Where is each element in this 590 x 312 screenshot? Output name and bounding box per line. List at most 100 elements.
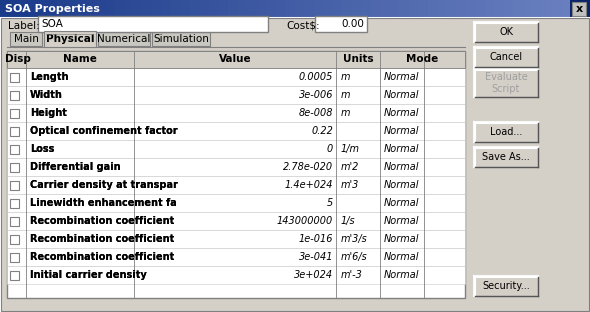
Text: 0.0005: 0.0005	[299, 72, 333, 82]
Bar	[371, 0, 381, 18]
Text: Width: Width	[30, 90, 63, 100]
Text: Linewidth enhancement fa: Linewidth enhancement fa	[30, 198, 177, 208]
Text: Mode: Mode	[406, 55, 438, 65]
Bar	[276, 0, 286, 18]
Bar	[7, 140, 465, 158]
Text: Optical confinement factor: Optical confinement factor	[30, 126, 178, 136]
Bar	[285, 0, 295, 18]
Bar	[10, 217, 19, 226]
Text: 1.4e+024: 1.4e+024	[284, 180, 333, 190]
Bar	[474, 69, 538, 97]
Text: m: m	[341, 108, 350, 118]
Text: Recombination coefficient: Recombination coefficient	[30, 216, 174, 226]
Bar	[352, 0, 362, 18]
Bar	[474, 47, 538, 67]
Bar	[76, 0, 86, 18]
Text: Length: Length	[30, 72, 68, 82]
Text: Width: Width	[30, 90, 63, 100]
Text: Loss: Loss	[30, 144, 54, 154]
Bar	[57, 0, 67, 18]
Bar	[437, 0, 447, 18]
Bar	[474, 69, 538, 97]
Text: m: m	[341, 90, 350, 100]
Bar	[513, 0, 523, 18]
Bar	[10, 144, 19, 154]
Bar	[323, 0, 333, 18]
Bar	[218, 0, 228, 18]
Bar	[10, 271, 19, 280]
Text: Simulation: Simulation	[153, 34, 209, 44]
Bar	[475, 0, 485, 18]
Bar	[133, 0, 143, 18]
Text: Cost$:: Cost$:	[286, 21, 320, 31]
Bar	[315, 16, 367, 32]
Text: Evaluate
Script: Evaluate Script	[484, 72, 527, 94]
Bar	[532, 0, 542, 18]
Text: Units: Units	[343, 55, 373, 65]
Text: Carrier density at transpar: Carrier density at transpar	[30, 180, 178, 190]
Text: Differential gain: Differential gain	[30, 162, 120, 172]
Bar	[10, 181, 19, 189]
Bar	[474, 122, 538, 142]
Bar	[19, 0, 29, 18]
Text: Loss: Loss	[30, 144, 54, 154]
Text: Security...: Security...	[482, 281, 530, 291]
Text: Height: Height	[30, 108, 67, 118]
Text: m'-3: m'-3	[341, 270, 363, 280]
Text: Save As...: Save As...	[482, 152, 530, 162]
Text: Normal: Normal	[384, 90, 419, 100]
Text: 1e-016: 1e-016	[299, 234, 333, 244]
Bar	[551, 0, 561, 18]
Text: m: m	[341, 72, 350, 82]
Bar	[7, 212, 465, 230]
Bar	[10, 235, 19, 243]
Text: x: x	[575, 4, 582, 14]
Text: Linewidth enhancement fa: Linewidth enhancement fa	[30, 198, 177, 208]
Bar	[428, 0, 438, 18]
Text: OK: OK	[499, 27, 513, 37]
Bar	[190, 0, 200, 18]
Text: Disp: Disp	[5, 55, 31, 65]
Text: 1/m: 1/m	[341, 144, 360, 154]
Bar	[474, 276, 538, 296]
Text: Normal: Normal	[384, 216, 419, 226]
Bar	[7, 176, 465, 194]
Text: Normal: Normal	[384, 198, 419, 208]
Text: Differential gain: Differential gain	[30, 162, 120, 172]
Text: m'3/s: m'3/s	[341, 234, 368, 244]
Bar	[38, 16, 268, 32]
Bar	[10, 198, 19, 207]
Bar	[7, 51, 465, 298]
Text: Carrier density at transpar: Carrier density at transpar	[30, 180, 178, 190]
Bar	[456, 0, 466, 18]
Bar	[28, 0, 38, 18]
Bar	[143, 0, 152, 18]
Bar	[408, 0, 418, 18]
Bar	[7, 122, 465, 140]
Bar	[474, 147, 538, 167]
Text: Length: Length	[30, 72, 68, 82]
Text: Name: Name	[63, 55, 97, 65]
Bar	[7, 51, 465, 68]
Bar	[247, 0, 257, 18]
Text: Load...: Load...	[490, 127, 522, 137]
Text: Numerical: Numerical	[97, 34, 150, 44]
Bar	[560, 0, 571, 18]
Text: Normal: Normal	[384, 126, 419, 136]
Bar	[399, 0, 409, 18]
Bar	[228, 0, 238, 18]
Bar	[474, 122, 538, 142]
Bar	[38, 0, 48, 18]
Bar	[67, 0, 77, 18]
Text: Main: Main	[14, 34, 38, 44]
Bar	[333, 0, 343, 18]
Bar	[10, 109, 19, 118]
Bar	[114, 0, 124, 18]
Bar	[7, 266, 465, 284]
Bar	[7, 194, 465, 212]
Text: 3e+024: 3e+024	[294, 270, 333, 280]
Text: Normal: Normal	[384, 252, 419, 262]
Text: Normal: Normal	[384, 180, 419, 190]
Bar	[474, 276, 538, 296]
Text: Physical: Physical	[46, 34, 94, 44]
